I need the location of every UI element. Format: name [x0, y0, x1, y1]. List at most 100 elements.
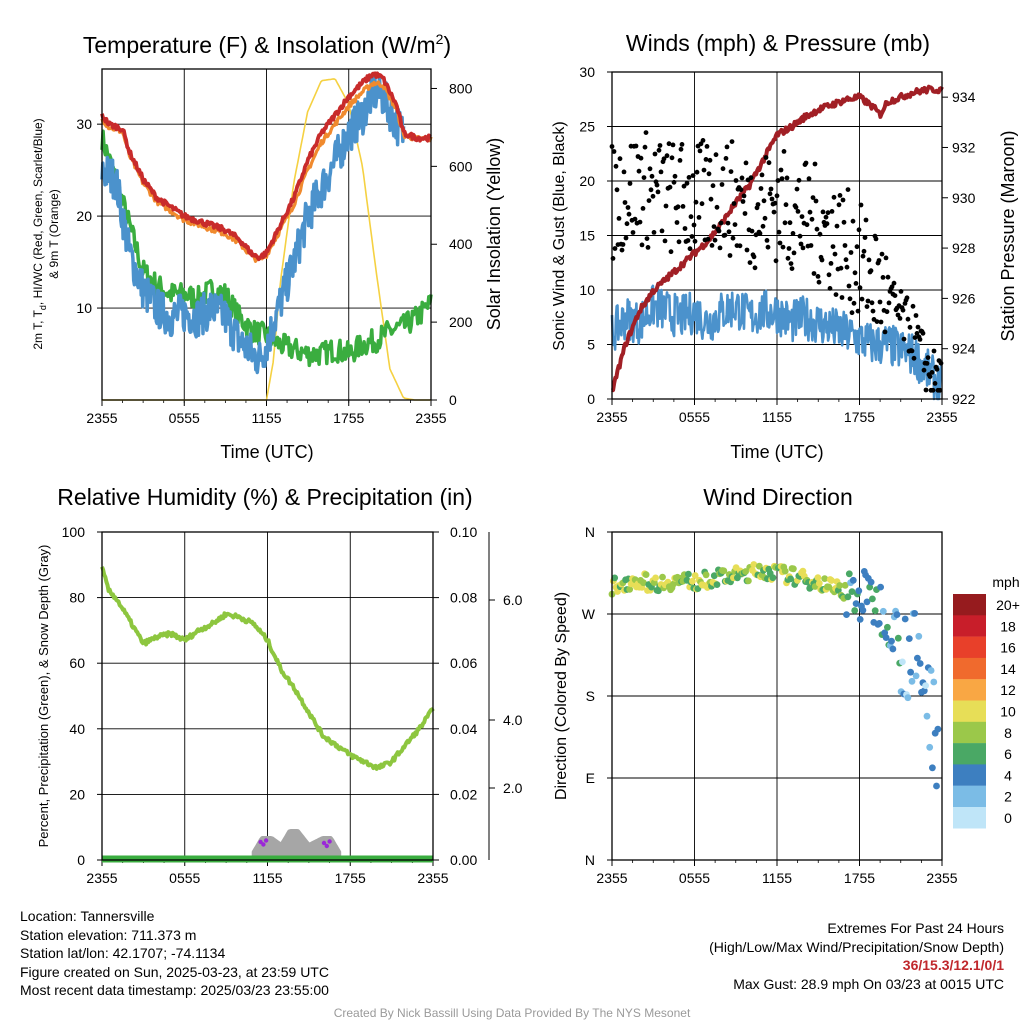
gust-point: [810, 195, 816, 201]
wdir-point: [642, 571, 650, 578]
winds-ytick-label: 5: [587, 337, 595, 353]
wdir-point: [926, 743, 934, 751]
gust-point: [758, 186, 764, 191]
gust-point: [849, 310, 855, 316]
gust-point: [767, 191, 773, 197]
wdir-point: [659, 573, 666, 581]
gust-point: [828, 261, 834, 266]
gust-point: [794, 186, 800, 192]
temp-xtick-label: 0555: [169, 410, 200, 426]
gust-point: [658, 169, 664, 175]
speed-legend-label: 8: [1004, 725, 1012, 741]
gust-point: [783, 202, 789, 208]
purple-point: [327, 839, 332, 844]
wdir-xtick-label: 2355: [926, 870, 957, 886]
gust-point: [809, 216, 815, 222]
gust-point: [837, 193, 843, 198]
gust-point: [915, 324, 921, 330]
wdir-xtick-label: 0555: [679, 870, 710, 886]
gust-point: [626, 211, 632, 217]
gust-point: [865, 298, 871, 304]
gust-point: [663, 203, 669, 209]
gust-point: [712, 237, 718, 243]
wdir-point: [929, 764, 936, 772]
gust-point: [892, 293, 898, 298]
gust-point: [704, 144, 710, 149]
gust-point: [766, 160, 772, 166]
wdir-point: [626, 586, 634, 593]
winds-ytick-label: 20: [579, 173, 595, 189]
rh-xtick-label: 2355: [417, 870, 448, 886]
temp-xtick-label: 1755: [333, 410, 364, 426]
gust-point: [696, 215, 702, 220]
temp-title-sup: 2: [436, 31, 444, 47]
temp-ytick-label: 10: [76, 300, 92, 316]
winds-ytick-label: 0: [587, 391, 595, 407]
gust-point: [932, 381, 938, 386]
speed-legend-label: 20+: [996, 597, 1020, 613]
gust-point: [824, 221, 830, 227]
wdir-point: [745, 577, 752, 585]
gust-point: [728, 169, 734, 175]
gust-point: [765, 244, 771, 250]
gust-point: [884, 309, 890, 315]
speed-legend-label: 6: [1004, 746, 1012, 762]
gust-point: [677, 158, 683, 163]
gust-point: [937, 387, 943, 393]
gust-point: [699, 201, 705, 207]
gust-point: [811, 271, 817, 276]
wdir-point: [879, 607, 887, 615]
gust-point: [723, 156, 729, 161]
gust-point: [920, 330, 926, 336]
wdir-point: [750, 561, 758, 568]
gust-point: [814, 226, 820, 232]
wdir-point: [923, 712, 931, 720]
gust-point: [725, 220, 731, 226]
gust-point: [934, 366, 940, 372]
wdir-point: [884, 623, 891, 631]
gust-point: [737, 243, 743, 249]
rh-xtick-label: 2355: [86, 870, 117, 886]
gust-point: [804, 222, 810, 228]
gust-point: [717, 245, 723, 251]
wdir-point: [755, 562, 763, 570]
gust-point: [763, 155, 769, 160]
gust-point: [793, 204, 799, 210]
gust-point: [874, 319, 880, 324]
wdir-point: [851, 607, 859, 614]
gust-point: [880, 275, 886, 280]
gust-point: [640, 206, 646, 211]
gust-point: [905, 316, 911, 322]
wdir-point: [882, 634, 890, 641]
purple-point: [263, 838, 269, 843]
gust-point: [836, 202, 842, 208]
gust-point: [639, 242, 645, 248]
wdir-point: [889, 645, 897, 653]
temp-title-close: ): [443, 32, 451, 58]
gust-point: [791, 250, 797, 256]
gust-point: [775, 178, 781, 183]
gust-point: [720, 166, 726, 172]
rh-line: [100, 566, 435, 771]
station-elevation: Station elevation: 711.373 m: [20, 926, 197, 943]
gust-point: [833, 292, 839, 297]
gust-point: [617, 156, 623, 162]
gust-point: [741, 193, 747, 199]
speed-legend-swatch: [953, 636, 986, 659]
gust-point: [610, 256, 616, 261]
gust-point: [917, 337, 923, 342]
gust-point: [901, 336, 907, 342]
credit-line: Created By Nick Bassill Using Data Provi…: [333, 1006, 691, 1020]
gust-point: [719, 182, 725, 187]
gust-point: [914, 331, 920, 336]
gust-point: [650, 193, 656, 199]
temp-ylabel-part2: , HI/WC (Red, Green, Scarlet/Blue): [31, 118, 45, 305]
temp-ylabel-part1: 2m T, T: [31, 309, 45, 349]
rh-ytick-label: 20: [69, 786, 85, 802]
gust-point: [924, 361, 930, 366]
temp-y2tick-label: 0: [449, 392, 457, 408]
gust-point: [654, 182, 660, 188]
wdir-point: [863, 598, 871, 606]
temperature-panel: Temperature (F) & Insolation (W/m2)2355 0…: [31, 31, 504, 462]
gust-point: [724, 144, 730, 150]
